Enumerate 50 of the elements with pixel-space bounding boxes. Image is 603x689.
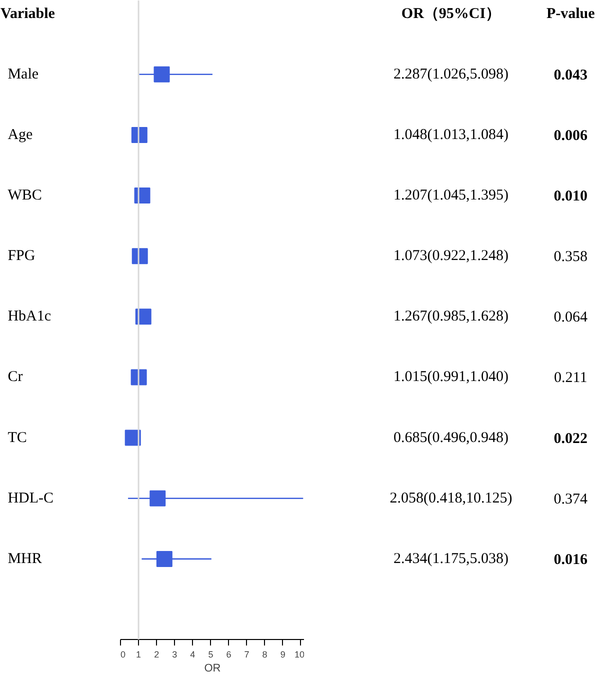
text: P-value bbox=[546, 6, 596, 22]
data-label: 1.048(1.013,1.084) bbox=[394, 126, 509, 143]
x-axis-title: OR bbox=[204, 662, 221, 674]
point bbox=[156, 550, 172, 567]
y-tick-label: MHR bbox=[8, 550, 42, 567]
x-tick-label: 5 bbox=[208, 650, 214, 660]
x-tick-label: 6 bbox=[226, 650, 232, 660]
text: 0.006 bbox=[554, 128, 588, 144]
y-tick-label: Male bbox=[8, 66, 39, 82]
data-label: 1.207(1.045,1.395) bbox=[394, 188, 509, 204]
x-tick-label: 10 bbox=[294, 650, 305, 660]
text: 0.374 bbox=[554, 491, 588, 508]
data-label: 2.434(1.175,5.038) bbox=[394, 550, 509, 567]
x-tick-label: 2 bbox=[154, 650, 160, 660]
text: 0.064 bbox=[554, 310, 588, 326]
y-tick-label: TC bbox=[8, 430, 27, 446]
text: 0.022 bbox=[554, 430, 588, 447]
point bbox=[130, 369, 147, 386]
y-tick-label: Cr bbox=[8, 369, 23, 386]
text: 0.211 bbox=[554, 370, 588, 386]
y-tick-label: HDL-C bbox=[8, 490, 54, 506]
text: 0.043 bbox=[554, 67, 588, 84]
x-tick-label: 3 bbox=[172, 650, 178, 660]
text: 0.010 bbox=[554, 188, 588, 205]
x-tick-label: 9 bbox=[280, 650, 286, 660]
y-axis-title: Variable bbox=[0, 6, 56, 22]
text: 0.016 bbox=[554, 552, 588, 568]
text: 0.358 bbox=[554, 249, 588, 266]
y-tick-label: HbA1c bbox=[8, 308, 52, 325]
text: OR（95%CI） bbox=[401, 6, 501, 22]
point bbox=[131, 126, 148, 143]
data-label: 2.287(1.026,5.098) bbox=[394, 66, 509, 82]
point bbox=[135, 308, 152, 325]
data-label: 1.015(0.991,1.040) bbox=[394, 369, 509, 386]
x-tick-label: 4 bbox=[190, 650, 196, 660]
data-label: 1.267(0.985,1.628) bbox=[394, 308, 509, 325]
data-label: 2.058(0.418,10.125) bbox=[390, 490, 512, 506]
point bbox=[134, 188, 150, 204]
x-tick-label: 8 bbox=[262, 650, 268, 660]
point bbox=[124, 430, 141, 446]
point bbox=[154, 66, 170, 82]
y-tick-label: FPG bbox=[8, 248, 36, 264]
y-tick-label: Age bbox=[8, 126, 34, 143]
x-tick-label: 7 bbox=[244, 650, 250, 660]
data-label: 0.685(0.496,0.948) bbox=[394, 430, 509, 446]
data-label: 1.073(0.922,1.248) bbox=[394, 248, 509, 264]
x-tick-label: 0 bbox=[120, 650, 126, 660]
x-tick-label: 1 bbox=[136, 650, 142, 660]
y-tick-label: WBC bbox=[8, 188, 42, 204]
point bbox=[150, 490, 166, 506]
